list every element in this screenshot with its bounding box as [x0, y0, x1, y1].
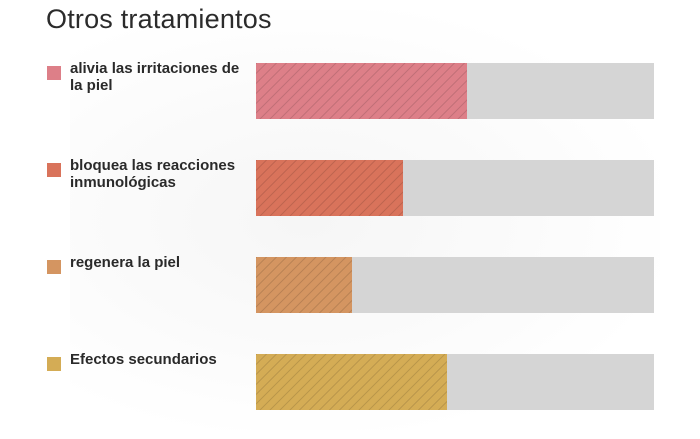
- bar-hatch-pattern: [256, 160, 403, 216]
- bar-track-irritaciones: [256, 63, 654, 119]
- legend-label-regenera: regenera la piel: [70, 254, 181, 271]
- bar-hatch-pattern: [256, 257, 352, 313]
- legend-swatch-irritaciones: [47, 66, 61, 80]
- bar-irritaciones: [256, 63, 467, 119]
- legend-swatch-reacciones: [47, 163, 61, 177]
- bar-track-regenera: [256, 257, 654, 313]
- bar-efectos: [256, 354, 447, 410]
- legend-swatch-efectos: [47, 357, 61, 371]
- legend-label-irritaciones: alivia las irritaciones de la piel: [70, 60, 240, 94]
- bar-hatch-pattern: [256, 63, 467, 119]
- legend-swatch-regenera: [47, 260, 61, 274]
- chart-title: Otros tratamientos: [46, 4, 272, 34]
- legend-label-efectos: Efectos secundarios: [70, 351, 217, 368]
- legend-label-reacciones: bloquea las reacciones inmunológicas: [70, 157, 236, 191]
- bar-regenera: [256, 257, 352, 313]
- bar-track-efectos: [256, 354, 654, 410]
- bar-hatch-pattern: [256, 354, 447, 410]
- bar-track-reacciones: [256, 160, 654, 216]
- bar-reacciones: [256, 160, 403, 216]
